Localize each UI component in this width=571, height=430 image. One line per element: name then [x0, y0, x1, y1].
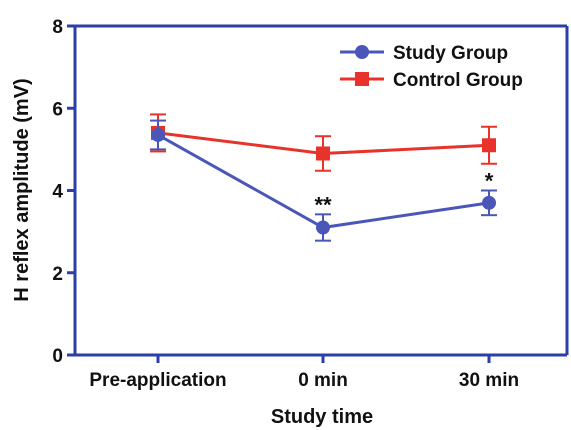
- y-tick-label: 0: [52, 346, 63, 367]
- data-point: [482, 138, 496, 153]
- x-tick-label: 30 min: [459, 370, 519, 391]
- y-tick-label: 2: [52, 264, 63, 285]
- legend-item: Control Group: [340, 70, 523, 91]
- y-ticks: 0 2 4 6 8: [52, 17, 75, 367]
- data-point: [151, 127, 165, 142]
- y-tick-label: 8: [52, 17, 63, 38]
- series-layer: [150, 113, 497, 242]
- y-tick-label: 4: [52, 182, 63, 203]
- y-tick-label: 6: [52, 99, 63, 120]
- legend-label: Control Group: [393, 70, 523, 91]
- x-ticks: Pre-application 0 min 30 min: [89, 355, 519, 391]
- legend-marker: [355, 45, 369, 59]
- legend: Study Group Control Group: [340, 43, 523, 91]
- legend-marker: [355, 72, 369, 86]
- legend-item: Study Group: [340, 43, 508, 64]
- data-point: [316, 146, 330, 161]
- significance-marker: *: [485, 169, 494, 194]
- series-study-group: [150, 119, 497, 242]
- series-control-group: [150, 113, 497, 172]
- data-point: [316, 220, 330, 235]
- x-tick-label: Pre-application: [89, 370, 226, 391]
- x-axis-title: Study time: [271, 406, 373, 428]
- annotations: ***: [314, 169, 493, 218]
- x-tick-label: 0 min: [298, 370, 348, 391]
- y-axis-title: H reflex amplitude (mV): [11, 78, 33, 301]
- significance-marker: **: [314, 192, 332, 217]
- data-point: [482, 195, 496, 210]
- legend-label: Study Group: [393, 43, 508, 64]
